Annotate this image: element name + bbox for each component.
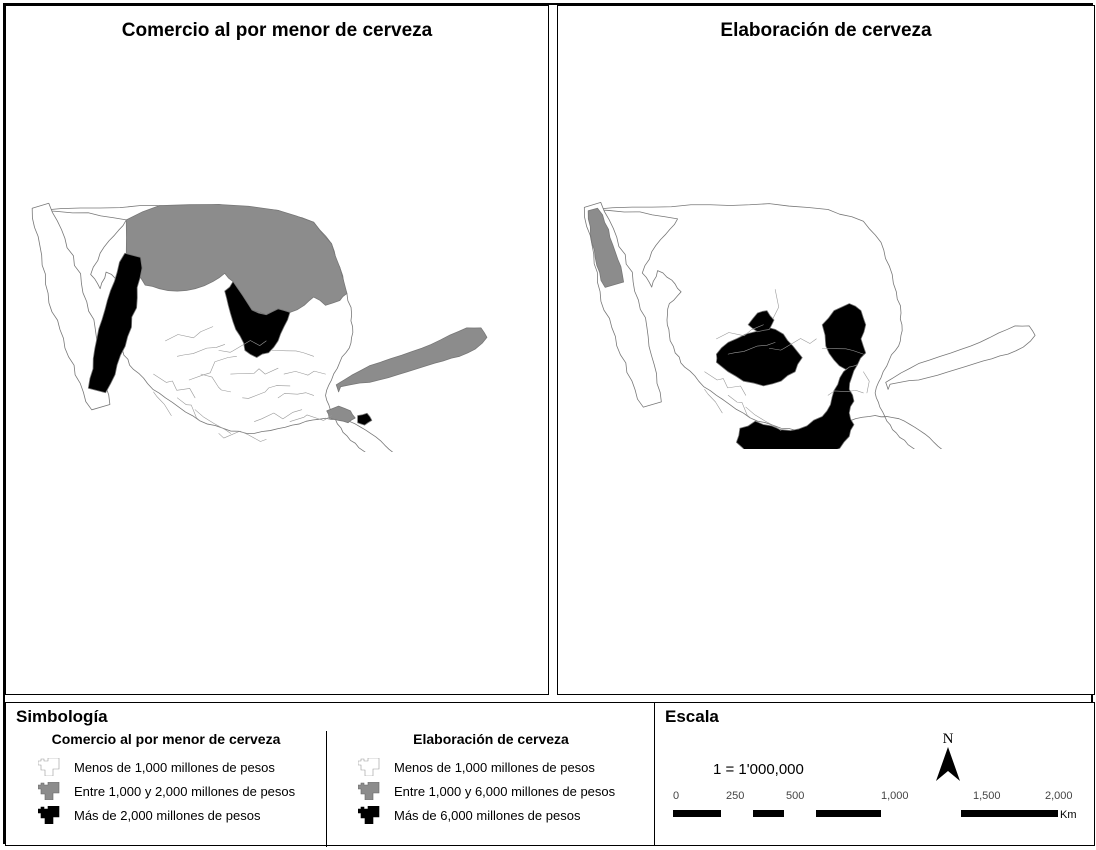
svg-text:500: 500 bbox=[786, 791, 804, 802]
svg-text:250: 250 bbox=[726, 791, 744, 802]
svg-text:0: 0 bbox=[673, 791, 679, 802]
svg-text:2,000: 2,000 bbox=[1045, 791, 1073, 802]
svg-text:1,500: 1,500 bbox=[973, 791, 1001, 802]
svg-text:1,000: 1,000 bbox=[881, 791, 909, 802]
svg-text:N: N bbox=[943, 731, 954, 747]
svg-text:Km: Km bbox=[1060, 809, 1077, 821]
